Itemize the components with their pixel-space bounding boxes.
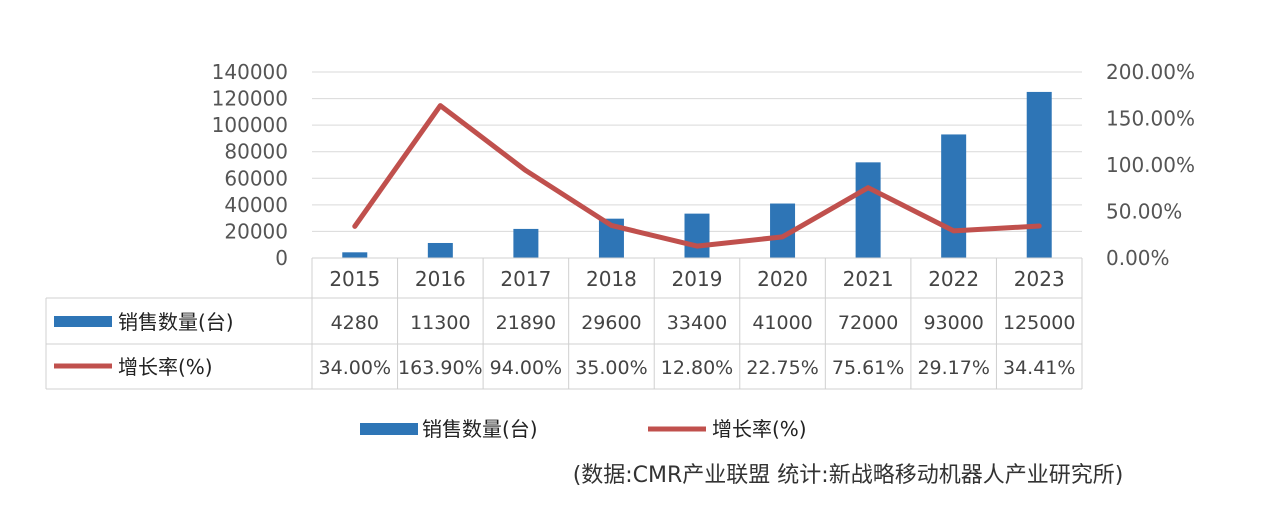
sales-value-label: 11300 — [410, 312, 470, 334]
right-y-tick-label: 50.00% — [1106, 200, 1182, 224]
sales-value-label: 29600 — [581, 312, 641, 334]
sales-row-label: 销售数量(台) — [118, 310, 234, 334]
growth-value-label: 34.00% — [319, 357, 391, 379]
bar-series — [342, 91, 1052, 258]
legend: 销售数量(台) 增长率(%) — [360, 417, 807, 441]
bar — [342, 252, 368, 258]
left-y-tick-label: 120000 — [212, 87, 288, 111]
bar — [855, 162, 881, 258]
data-table: 2015 4280 34.00% 2016 11300 163.90% 2017 21890 9… — [45, 257, 1083, 390]
right-y-tick-label: 200.00% — [1106, 60, 1195, 84]
bar — [513, 228, 539, 258]
category-label: 2021 — [843, 267, 894, 291]
sales-value-label: 4280 — [331, 312, 379, 334]
growth-value-label: 29.17% — [917, 357, 989, 379]
legend-bar-label: 销售数量(台) — [422, 417, 538, 441]
left-y-tick-label: 80000 — [224, 140, 288, 164]
left-y-tick-label: 100000 — [212, 113, 288, 137]
category-label: 2015 — [329, 267, 380, 291]
category-label: 2019 — [672, 267, 723, 291]
left-y-tick-label: 140000 — [212, 60, 288, 84]
growth-value-label: 12.80% — [661, 357, 733, 379]
bar — [1026, 91, 1052, 258]
left-y-tick-label: 40000 — [224, 193, 288, 217]
right-y-tick-label: 150.00% — [1106, 107, 1195, 131]
legend-line-label: 增长率(%) — [712, 417, 807, 441]
right-y-axis: 0.00% 50.00% 100.00% 150.00% 200.00% — [1106, 60, 1195, 270]
right-y-tick-label: 0.00% — [1106, 246, 1170, 270]
category-label: 2023 — [1014, 267, 1065, 291]
gridlines — [312, 71, 1082, 232]
source-note: (数据:CMR产业联盟 统计:新战略移动机器人产业研究所) — [573, 463, 1124, 488]
growth-value-label: 163.90% — [398, 357, 483, 379]
bar — [941, 134, 967, 258]
left-y-tick-label: 20000 — [224, 219, 288, 243]
category-label: 2022 — [928, 267, 979, 291]
category-label: 2020 — [757, 267, 808, 291]
sales-value-label: 33400 — [667, 312, 727, 334]
growth-value-label: 22.75% — [746, 357, 818, 379]
left-y-tick-label: 60000 — [224, 166, 288, 190]
sales-value-label: 93000 — [923, 312, 983, 334]
bar — [427, 242, 453, 258]
legend-bar-key — [360, 423, 418, 435]
bar — [684, 213, 710, 258]
growth-row-label: 增长率(%) — [118, 355, 213, 379]
growth-value-label: 35.00% — [575, 357, 647, 379]
sales-value-label: 125000 — [1003, 312, 1076, 334]
sales-value-label: 21890 — [496, 312, 556, 334]
growth-value-label: 75.61% — [832, 357, 904, 379]
sales-value-label: 41000 — [752, 312, 812, 334]
growth-value-label: 34.41% — [1003, 357, 1075, 379]
line-series — [352, 103, 1042, 249]
growth-value-label: 94.00% — [490, 357, 562, 379]
left-y-tick-label: 0 — [275, 246, 288, 270]
sales-value-label: 72000 — [838, 312, 898, 334]
category-label: 2016 — [415, 267, 466, 291]
category-label: 2017 — [500, 267, 551, 291]
category-label: 2018 — [586, 267, 637, 291]
right-y-tick-label: 100.00% — [1106, 153, 1195, 177]
sales-row-key — [54, 316, 112, 327]
growth-rate-line — [352, 103, 1042, 249]
